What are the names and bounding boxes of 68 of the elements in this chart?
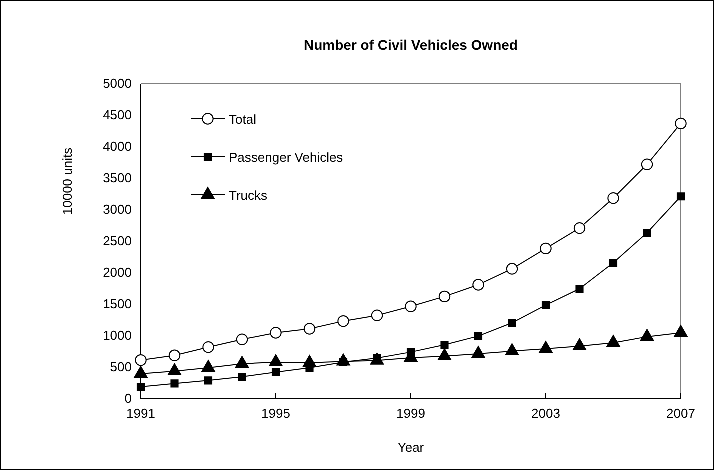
point [641,158,654,170]
point [170,380,179,388]
point [302,355,317,368]
x-tick-label: 2007 [666,406,696,422]
point [236,334,248,346]
legend-label: Passenger Vehicles [229,150,344,165]
point [440,340,449,350]
point [505,343,520,356]
point [640,329,654,342]
x-tick-label: 1995 [262,406,290,422]
point [235,356,250,368]
point [474,332,483,340]
point [371,310,384,322]
y-axis-title: 10000 units [60,147,75,216]
point [576,284,584,294]
point [539,341,553,354]
y-tick-label: 5000 [103,76,132,92]
x-tick-label: 1991 [126,406,156,422]
y-tick-label: 3000 [103,202,132,218]
point [506,263,518,275]
point [674,325,688,338]
point [542,301,550,310]
point [508,318,516,328]
point [202,342,214,354]
point [675,118,687,130]
chart-title: Number of Civil Vehicles Owned [304,37,518,53]
point [135,354,147,366]
point [606,335,620,348]
point [438,290,451,303]
y-tick-label: 4500 [103,108,132,123]
point [608,192,620,204]
point [574,222,586,234]
y-tick-label: 2000 [103,265,132,280]
y-tick-label: 3500 [103,170,132,186]
point [269,354,283,367]
point [540,242,552,255]
x-tick-label: 1999 [396,406,426,422]
x-tick-label: 2003 [532,406,560,422]
point [338,315,350,328]
x-axis-title: Year [398,440,425,455]
point [202,360,216,372]
point [643,228,652,238]
point [336,354,350,366]
point [270,327,282,339]
point [304,323,316,335]
y-tick-label: 0 [124,391,132,406]
y-tick-label: 500 [110,360,132,375]
legend-label: Trucks [229,188,268,203]
y-tick-label: 4000 [103,139,132,154]
point [272,368,280,376]
y-tick-label: 1500 [103,296,132,312]
point [238,372,246,382]
point [472,279,484,291]
legend-label: Total [229,112,257,127]
y-tick-label: 2500 [103,234,132,249]
point [572,338,587,350]
point [136,382,146,392]
point [472,346,486,358]
y-tick-label: 1000 [103,328,132,344]
point [134,366,148,378]
point [370,352,384,365]
point [204,376,213,385]
point [438,348,452,361]
point [676,192,686,201]
point [609,258,618,268]
point [405,300,417,312]
point [168,350,181,362]
point [168,364,182,376]
